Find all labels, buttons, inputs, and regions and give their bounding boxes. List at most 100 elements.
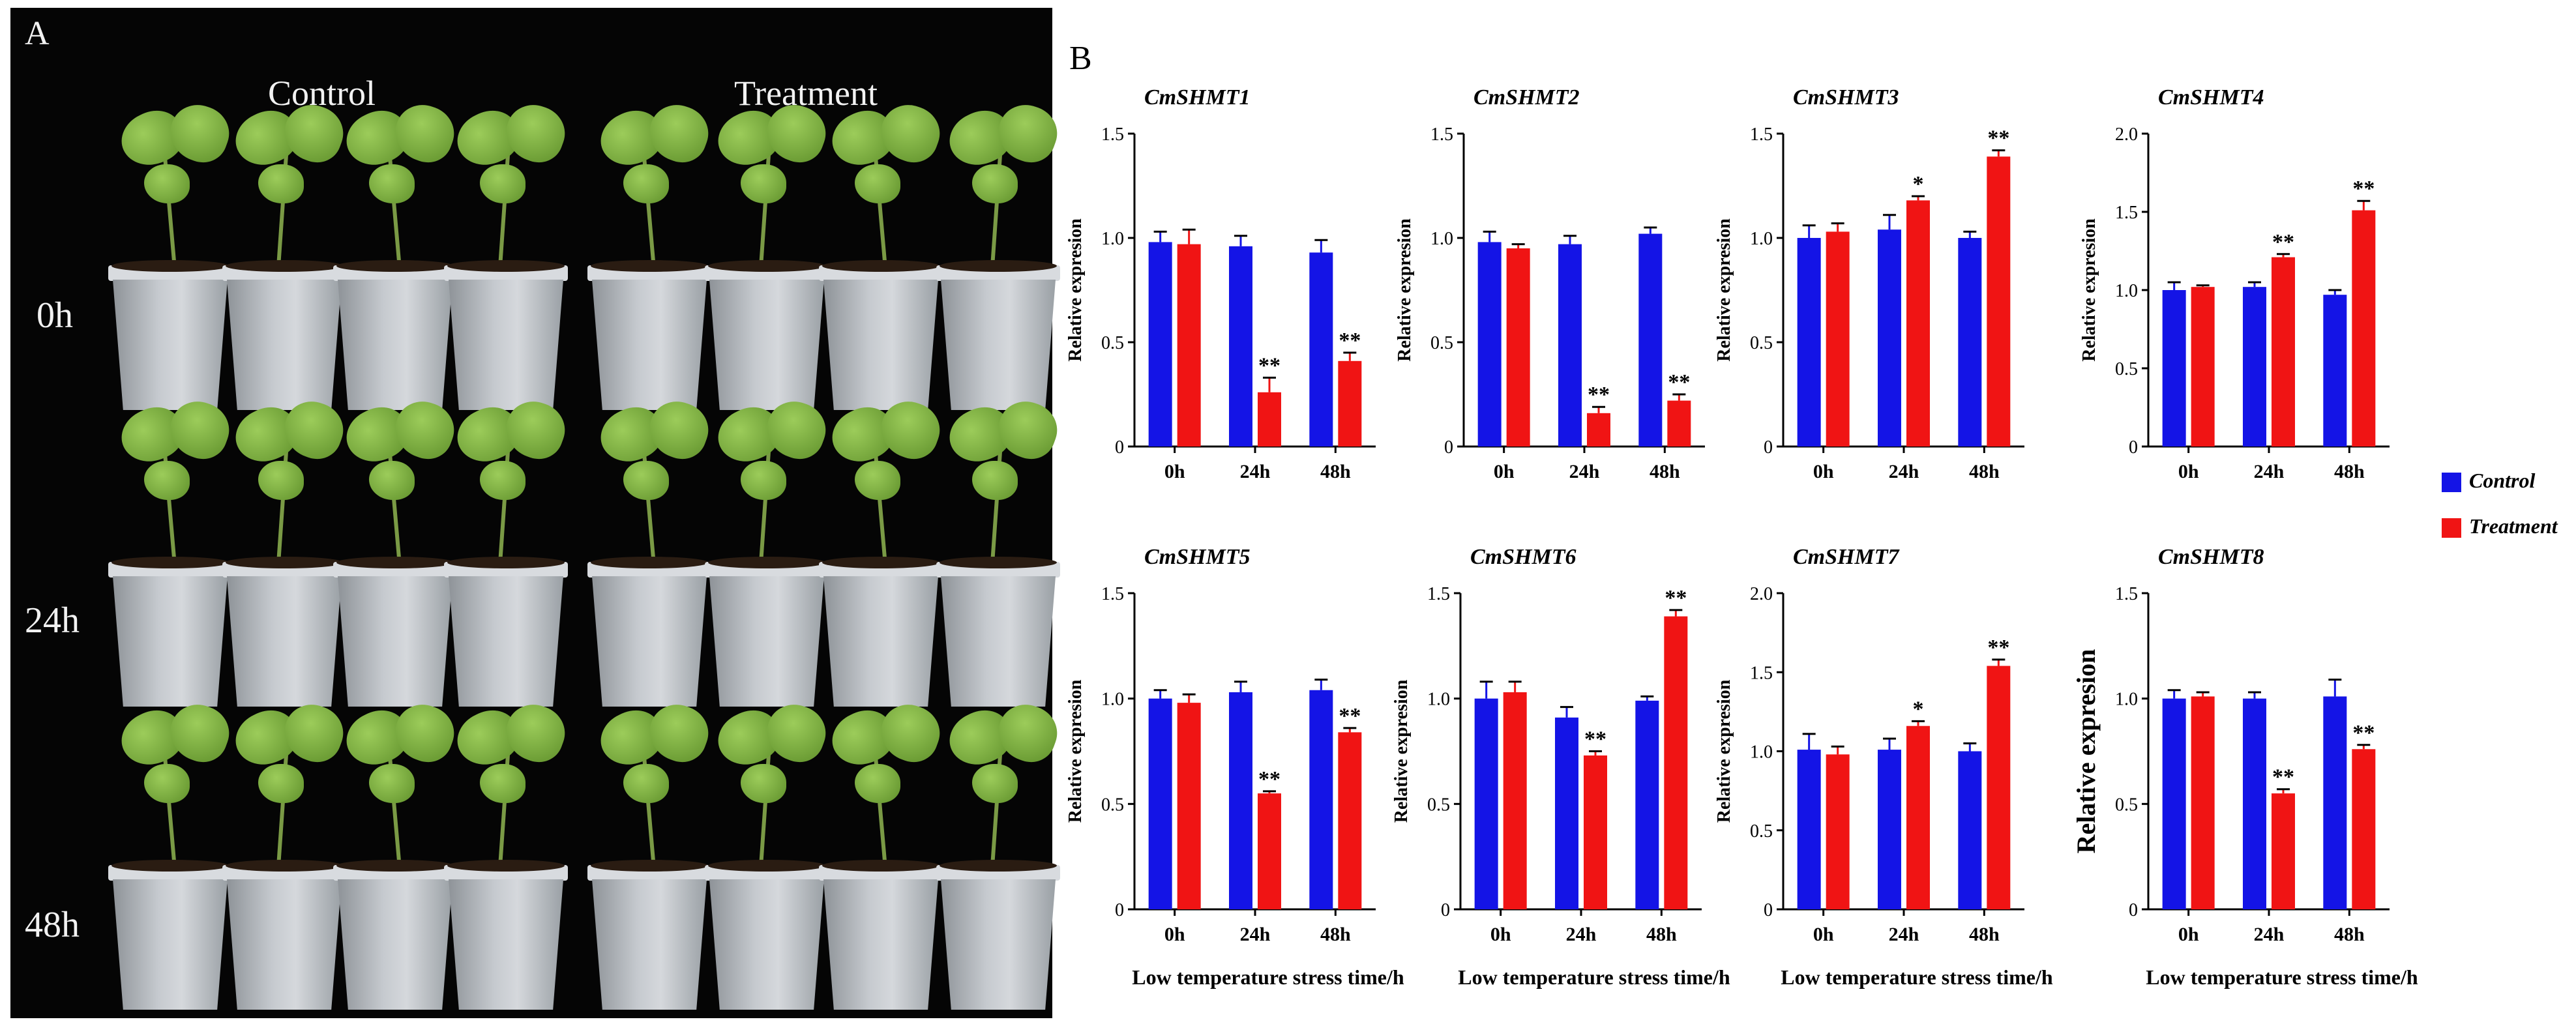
significance-mark: ** (2352, 177, 2375, 201)
pot-soil (822, 557, 940, 568)
y-tick-label: 0 (2129, 437, 2138, 458)
pot-soil (822, 260, 940, 272)
plant-leaf (873, 697, 947, 769)
bar-control (1309, 690, 1333, 909)
y-tick-label: 0 (1441, 900, 1450, 920)
bar-control (1555, 717, 1578, 909)
pot-soil (708, 260, 825, 272)
x-tick-label: 0h (1813, 924, 1834, 945)
plant-leaf (855, 164, 900, 203)
bar-control (1474, 698, 1498, 909)
y-tick-label: 1.0 (1101, 690, 1124, 710)
pot-soil (940, 860, 1057, 872)
bar-control (1638, 233, 1663, 447)
x-tick-label: 0h (1490, 924, 1511, 945)
significance-mark: ** (1584, 727, 1606, 752)
pot-soil (591, 260, 708, 272)
pot-soil (708, 557, 825, 568)
plant-pot (709, 576, 824, 707)
y-axis-label: Relative expresion (1065, 218, 1086, 362)
bar-control (1229, 692, 1252, 909)
x-tick-label: 24h (2254, 924, 2285, 945)
pot-soil (336, 860, 454, 872)
plant-pot (709, 280, 824, 410)
x-tick-label: 0h (1164, 461, 1185, 482)
bar-treatment (1906, 200, 1930, 447)
plant-leaf (480, 461, 526, 500)
chart-title: CmSHMT7 (1793, 545, 1900, 569)
y-tick-label: 0.5 (1101, 795, 1124, 815)
legend-control-swatch (2442, 473, 2461, 492)
bar-treatment (1667, 400, 1691, 447)
plant-leaf (623, 764, 669, 803)
y-tick-label: 1.0 (1750, 229, 1773, 249)
bar-control (1148, 242, 1172, 447)
plant-pot (823, 879, 938, 1010)
plant-leaf (741, 164, 786, 203)
bar-treatment (2352, 749, 2376, 909)
plant-leaf (480, 764, 526, 803)
plant-leaf (623, 164, 669, 203)
y-tick-label: 1.0 (2115, 281, 2138, 301)
y-tick-label: 1.5 (1430, 125, 1453, 145)
bar-control (2243, 287, 2266, 447)
chart-title: CmSHMT5 (1144, 545, 1250, 569)
bar-treatment (1987, 156, 2011, 447)
significance-mark: ** (1588, 383, 1610, 407)
y-axis-label: Relative expresion (1714, 679, 1734, 823)
plant-leaf (741, 461, 786, 500)
bar-treatment (1584, 755, 1607, 909)
significance-mark: ** (1987, 126, 2009, 151)
plant-pot (227, 280, 342, 410)
y-axis-label: Relative expresion (1714, 218, 1734, 362)
x-axis-label: Low temperature stress time/h (1132, 965, 1404, 989)
plant-leaf (369, 764, 415, 803)
y-tick-label: 0 (1115, 437, 1124, 458)
bar-control (2243, 698, 2266, 909)
bar-treatment (1258, 793, 1281, 909)
pot-soil (336, 260, 454, 272)
bar-treatment (1587, 413, 1610, 447)
y-tick-label: 0.5 (2115, 359, 2138, 379)
y-tick-label: 1.5 (1101, 125, 1124, 145)
plant-leaf (144, 164, 190, 203)
pot-soil (111, 557, 229, 568)
x-tick-label: 24h (1569, 461, 1600, 482)
plant-leaf (369, 164, 415, 203)
x-tick-label: 48h (1646, 924, 1677, 945)
bar-treatment (1826, 754, 1850, 909)
bar-treatment (1664, 616, 1688, 909)
bar-treatment (1338, 360, 1362, 447)
plant-pot (227, 576, 342, 707)
y-tick-label: 0 (1115, 900, 1124, 920)
row-label-0h: 0h (37, 295, 73, 336)
plant-pot (338, 280, 452, 410)
chart-title: CmSHMT2 (1473, 85, 1579, 110)
chart-CmSHMT2: CmSHMT2 0 0.5 1.0 1.5 Relative expresion 0h 24h… (1395, 85, 1705, 482)
x-tick-label: 0h (1164, 924, 1185, 945)
x-axis-label: Low temperature stress time/h (1458, 965, 1730, 989)
y-tick-label: 0.5 (1750, 821, 1773, 842)
bar-treatment (1987, 666, 2011, 909)
bar-treatment (2191, 287, 2215, 447)
chart-CmSHMT7: CmSHMT7 0 0.5 1.0 1.5 2.0 Relative expresion 0h… (1714, 545, 2053, 989)
pot-soil (940, 260, 1057, 272)
bar-control (2323, 696, 2347, 909)
significance-mark: ** (1987, 636, 2009, 660)
bar-control (1797, 238, 1821, 447)
y-tick-label: 1.0 (1430, 229, 1453, 249)
x-tick-label: 24h (1240, 461, 1271, 482)
x-tick-label: 24h (2254, 461, 2285, 482)
x-tick-label: 48h (1969, 461, 2000, 482)
y-tick-label: 0.5 (1430, 333, 1453, 353)
plant-pot (227, 879, 342, 1010)
panel-b-label: B (1069, 40, 1092, 77)
plant-leaf (162, 97, 237, 169)
legend-treatment-label: Treatment (2469, 514, 2558, 538)
y-axis-label: Relative expresion (1395, 218, 1415, 362)
bar-control (1958, 751, 1982, 909)
chart-CmSHMT4: CmSHMT4 0 0.5 1.0 1.5 2.0 Relative expresion 0h… (2079, 85, 2390, 482)
x-tick-label: 48h (1650, 461, 1680, 482)
x-tick-label: 0h (1813, 461, 1834, 482)
bar-control (1797, 750, 1821, 909)
